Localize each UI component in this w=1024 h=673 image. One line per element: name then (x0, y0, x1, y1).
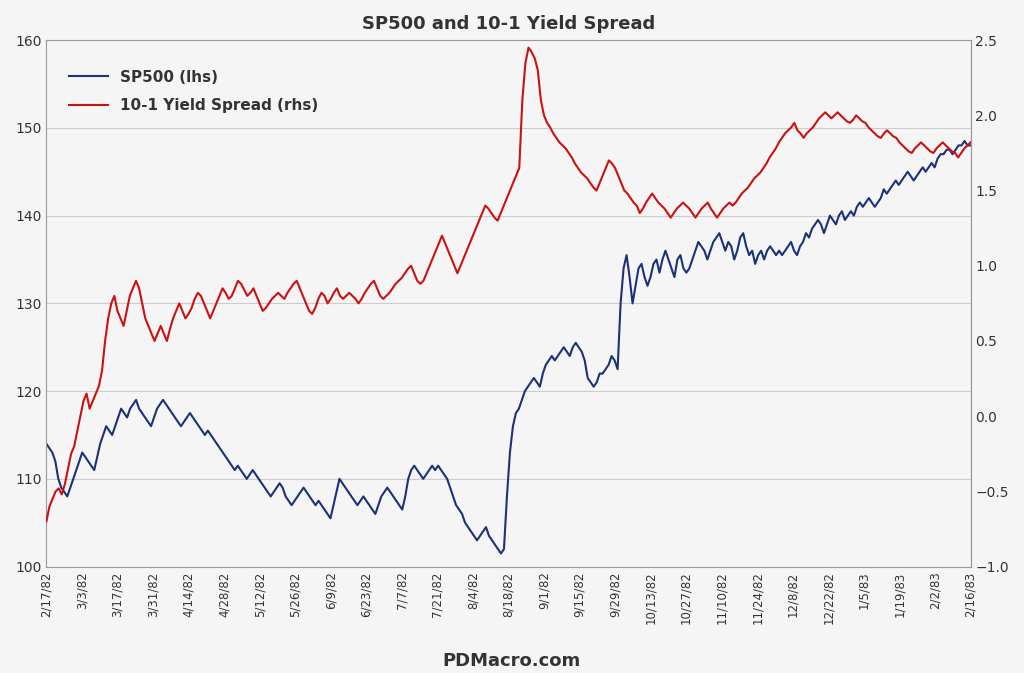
10-1 Yield Spread (rhs) (591, 186, 603, 194)
SP500 (lhs) (480, 523, 493, 531)
SP500 (lhs) (495, 549, 507, 557)
10-1 Yield Spread (rhs) (609, 164, 622, 172)
10-1 Yield Spread (rhs) (594, 179, 606, 187)
10-1 Yield Spread (rhs) (43, 503, 55, 511)
SP500 (lhs) (331, 488, 343, 496)
Title: SP500 and 10-1 Yield Spread: SP500 and 10-1 Yield Spread (361, 15, 655, 33)
10-1 Yield Spread (rhs) (965, 139, 977, 147)
Line: 10-1 Yield Spread (rhs): 10-1 Yield Spread (rhs) (46, 48, 971, 522)
Line: SP500 (lhs): SP500 (lhs) (46, 141, 971, 553)
10-1 Yield Spread (rhs) (522, 44, 535, 52)
SP500 (lhs) (292, 493, 304, 501)
SP500 (lhs) (441, 475, 454, 483)
Text: PDMacro.com: PDMacro.com (442, 652, 582, 670)
10-1 Yield Spread (rhs) (40, 518, 52, 526)
SP500 (lhs) (144, 422, 157, 430)
10-1 Yield Spread (rhs) (822, 111, 835, 119)
Legend: SP500 (lhs), 10-1 Yield Spread (rhs): SP500 (lhs), 10-1 Yield Spread (rhs) (63, 63, 325, 120)
10-1 Yield Spread (rhs) (881, 127, 893, 135)
SP500 (lhs) (40, 439, 52, 448)
SP500 (lhs) (965, 141, 977, 149)
SP500 (lhs) (890, 176, 902, 184)
SP500 (lhs) (958, 137, 971, 145)
